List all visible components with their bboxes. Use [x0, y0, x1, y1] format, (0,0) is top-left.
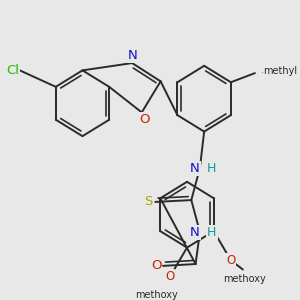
Text: O: O: [139, 113, 150, 126]
Text: N: N: [128, 49, 138, 62]
Text: N: N: [190, 162, 200, 175]
Text: methyl: methyl: [263, 66, 298, 76]
Text: O: O: [226, 254, 236, 267]
Text: H: H: [207, 162, 217, 175]
Text: methyl: methyl: [262, 72, 267, 73]
Text: methoxy: methoxy: [223, 274, 266, 284]
Text: Cl: Cl: [6, 64, 20, 77]
Text: N: N: [190, 226, 200, 238]
Text: methoxy: methoxy: [151, 291, 157, 292]
Text: O: O: [165, 270, 175, 283]
Text: O: O: [151, 260, 161, 272]
Text: methyl: methyl: [158, 292, 163, 293]
Text: methoxy: methoxy: [135, 290, 178, 300]
Text: S: S: [144, 195, 153, 208]
Text: H: H: [207, 226, 217, 238]
